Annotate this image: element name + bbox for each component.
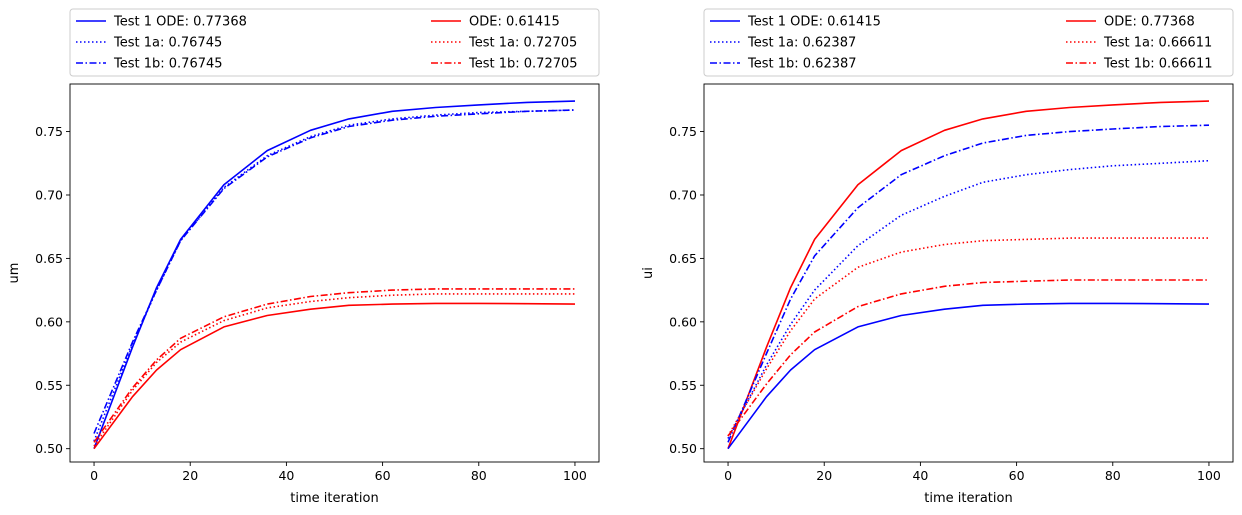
x-tick-label: 20 [816,468,832,483]
legend-box [69,8,600,77]
x-tick-label: 100 [1197,468,1221,483]
series-line-6 [727,302,1210,450]
x-tick-label: 60 [1009,468,1025,483]
series-line-3 [727,159,1210,439]
legend-label: Test 1a: 0.72705 [468,36,577,51]
y-tick-label: 0.50 [669,441,697,456]
y-tick-label: 0.75 [35,124,63,139]
y-axis-label: um [7,263,22,284]
axes-frame [703,83,1234,463]
series-line-6 [93,288,575,443]
legend-box [703,8,1234,77]
x-tick-label: 60 [375,468,391,483]
y-tick-label: 0.60 [35,314,63,329]
x-tick-label: 100 [563,468,587,483]
legend-label: Test 1b: 0.66611 [1103,57,1213,72]
y-tick-label: 0.55 [669,378,697,393]
legend-label: Test 1 ODE: 0.77368 [113,15,247,30]
y-tick-label: 0.70 [669,187,697,202]
legend-label: Test 1b: 0.76745 [113,57,223,72]
x-tick-label: 20 [182,468,198,483]
series-line-4 [93,302,576,450]
legend-label: ODE: 0.77368 [1104,15,1195,30]
y-tick-label: 0.55 [35,378,63,393]
series-line-1 [93,100,576,449]
series-line-3 [93,109,576,434]
series-group [93,100,576,450]
legend-label: Test 1a: 0.62387 [747,36,856,51]
y-tick-label: 0.65 [35,251,63,266]
x-tick-label: 80 [1105,468,1121,483]
y-tick-label: 0.70 [35,187,63,202]
series-line-1 [727,100,1210,449]
legend-label: ODE: 0.61415 [469,15,560,30]
y-tick-label: 0.65 [669,251,697,266]
x-tick-label: 0 [724,468,732,483]
x-tick-label: 0 [90,468,98,483]
legend-label: Test 1a: 0.66611 [1103,36,1212,51]
y-tick-label: 0.60 [669,314,697,329]
axes-frame [69,83,600,463]
chart-panel-2: 0 20 40 60 80 100 0.50 0.55 0.60 0.65 0.70 0.75 time… [641,8,1234,506]
legend-label: Test 1b: 0.62387 [747,57,857,72]
series-group [727,100,1210,450]
y-tick-label: 0.50 [35,441,63,456]
x-tick-label: 40 [278,468,294,483]
y-tick-label: 0.75 [669,124,697,139]
series-line-2 [93,109,576,442]
series-line-2 [727,124,1210,443]
x-tick-label: 40 [912,468,928,483]
x-axis-label: time iteration [290,491,378,506]
legend-label: Test 1a: 0.76745 [113,36,222,51]
x-axis-label: time iteration [924,491,1012,506]
chart-panel-1: 0 20 40 60 80 100 0.50 0.55 0.60 0.65 0.70 0.75 time… [7,8,600,506]
series-line-5 [727,279,1209,437]
legend-label: Test 1b: 0.72705 [468,57,578,72]
y-axis-label: ui [641,267,656,279]
legend-label: Test 1 ODE: 0.61415 [747,15,881,30]
x-tick-label: 80 [471,468,487,483]
series-line-5 [93,293,575,447]
